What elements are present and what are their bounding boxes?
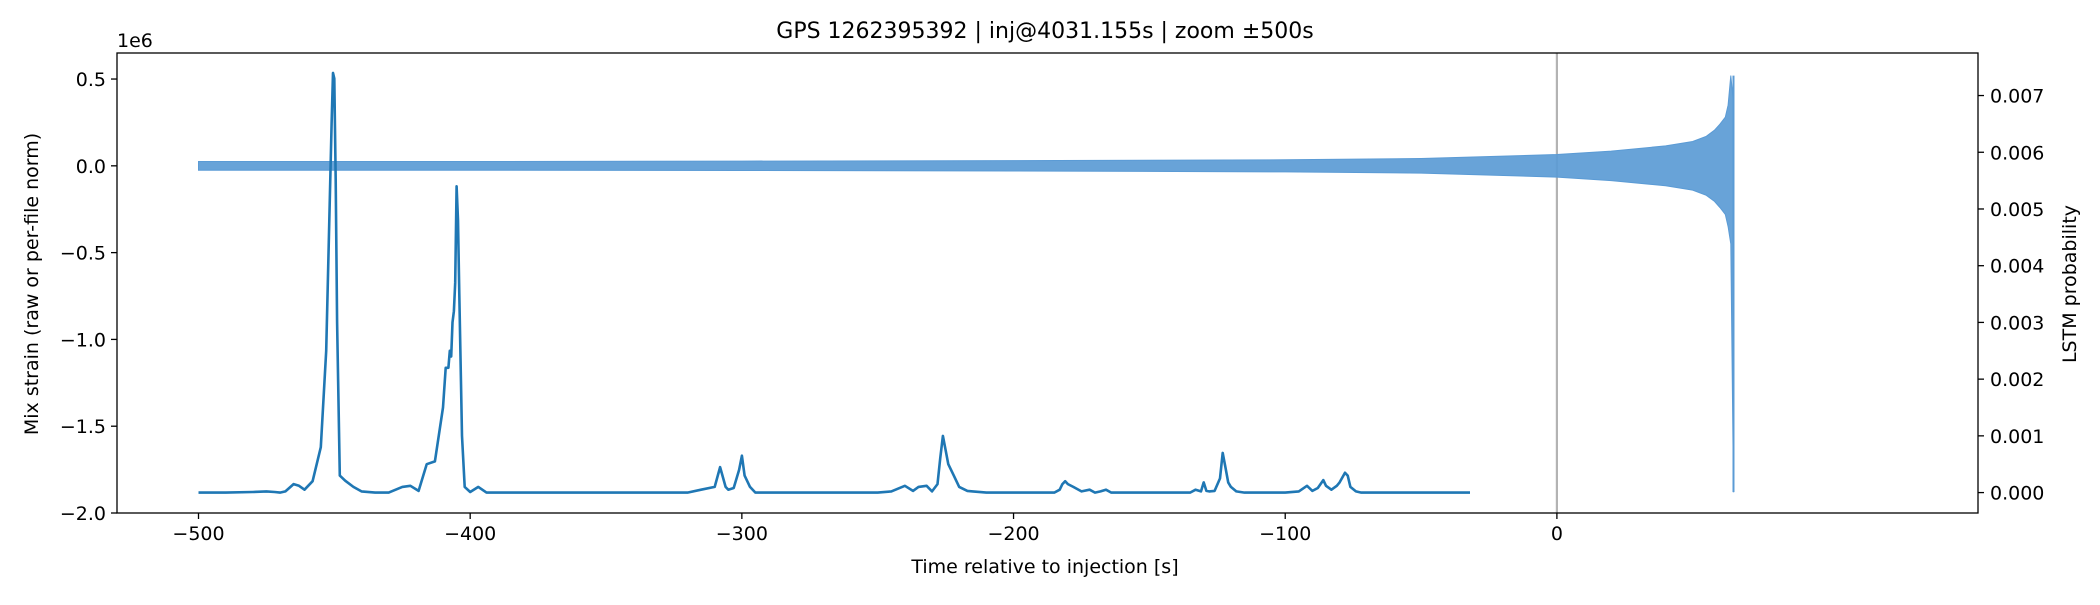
x-tick-label: −400 [444, 523, 496, 545]
y-right-tick-label: 0.000 [1990, 483, 2044, 505]
y-axis-left-offset-text: 1e6 [117, 30, 153, 52]
y-right-tick-label: 0.006 [1990, 142, 2044, 164]
y-left-tick-label: 0.0 [76, 156, 106, 178]
y-right-tick-label: 0.007 [1990, 86, 2044, 108]
x-tick-label: 0 [1551, 523, 1563, 545]
strain-series-envelope [198, 75, 1734, 493]
y-left-tick-label: 0.5 [76, 69, 106, 91]
y-left-tick-label: −2.0 [60, 503, 106, 525]
y-axis-left-label: Mix strain (raw or per-file norm) [21, 133, 43, 435]
y-right-tick-label: 0.002 [1990, 369, 2044, 391]
chart-marks [198, 53, 1735, 513]
x-tick-label: −300 [716, 523, 768, 545]
x-axis-label: Time relative to injection [s] [910, 556, 1178, 578]
y-right-tick-label: 0.003 [1990, 312, 2044, 334]
y-right-tick-label: 0.005 [1990, 199, 2044, 221]
y-left-tick-label: −1.0 [60, 329, 106, 351]
x-tick-label: −200 [987, 523, 1039, 545]
y-right-tick-label: 0.004 [1990, 256, 2044, 278]
chart-axes: −500 −400 −300 −200 −100 0 −2.0 −1.5 −1.0 −0.5 0.0… [60, 69, 2045, 545]
y-left-tick-label: −1.5 [60, 416, 106, 438]
plot-frame [116, 52, 1979, 514]
y-left-tick-label: −0.5 [60, 243, 106, 265]
x-tick-label: −500 [172, 523, 224, 545]
y-right-tick-label: 0.001 [1990, 426, 2044, 448]
chart-title: GPS 1262395392 | inj@4031.155s | zoom ±5… [776, 19, 1313, 44]
y-axis-right-label: LSTM probability [2059, 205, 2081, 363]
x-tick-label: −100 [1259, 523, 1311, 545]
lstm-probability-series [198, 71, 1470, 494]
